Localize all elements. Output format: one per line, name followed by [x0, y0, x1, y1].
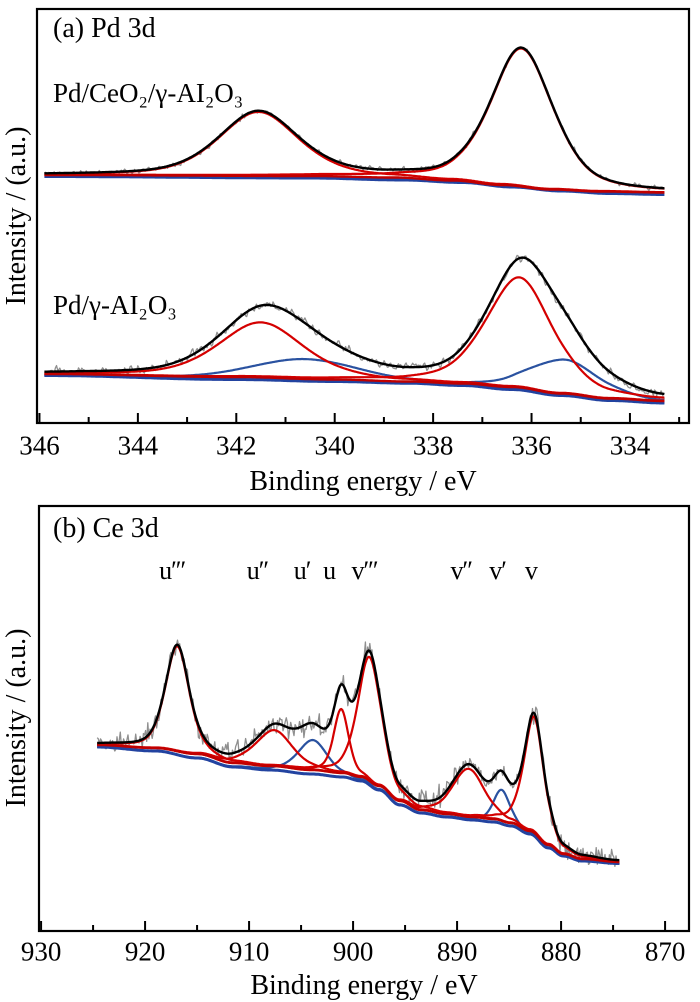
panel-b-xaxis-title: Binding energy / eV — [250, 970, 478, 1001]
peak-label-uppp: u′′′ — [159, 556, 186, 585]
x-tick-label: 880 — [540, 936, 582, 967]
panel-a-trace-1-fit-envelope — [44, 256, 665, 396]
peak-label-upp: u′′ — [246, 556, 269, 585]
panel-b-trace-0-component-blue-6 — [97, 745, 620, 865]
x-tick-label: 900 — [332, 936, 374, 967]
peak-label-up: u′ — [293, 556, 312, 585]
panel-a-trace-1-baseline-blue — [44, 374, 665, 405]
x-tick-label: 346 — [19, 430, 60, 461]
panel-a-xaxis-title: Binding energy / eV — [249, 466, 477, 497]
x-tick-label: 340 — [314, 430, 355, 461]
x-tick-label: 910 — [228, 936, 270, 967]
panel-b-trace-0-baseline-blue — [96, 745, 620, 865]
trace-label-pd-ceo2-al2o3: Pd/CeO₂/γ-AI₂O₃ — [53, 78, 244, 108]
panel-a-yaxis-title: Intensity / (a.u.) — [1, 126, 32, 306]
x-tick-label: 930 — [20, 936, 62, 967]
panel-b-frame — [37, 504, 691, 933]
x-tick-label: 890 — [436, 936, 478, 967]
peak-label-v: v — [524, 556, 538, 585]
panel-a-frame — [35, 7, 691, 425]
peak-label-vp: v′ — [489, 556, 507, 585]
x-tick-label: 338 — [412, 430, 454, 461]
x-tick-label: 344 — [117, 430, 159, 461]
panel-a-trace-1-baseline-red — [44, 372, 665, 403]
panel-a-trace-0-baseline-blue — [44, 175, 665, 196]
x-tick-label: 342 — [216, 430, 257, 461]
peak-label-u: u — [323, 556, 336, 585]
panel-a-trace-0-fit-envelope — [44, 46, 665, 190]
x-tick-label: 336 — [511, 430, 552, 461]
x-tick-label: 870 — [644, 936, 686, 967]
panel-b-trace-0-baseline-red — [97, 743, 620, 864]
panel-a-title: (a) Pd 3d — [53, 13, 156, 44]
panel-b-yaxis-title: Intensity / (a.u.) — [1, 628, 32, 808]
trace-label-pd-al2o3: Pd/γ-AI₂O₃ — [53, 290, 177, 320]
panel-a-trace-0-baseline-red — [44, 173, 665, 194]
x-tick-label: 920 — [124, 936, 166, 967]
peak-label-vppp: v′′′ — [351, 556, 378, 585]
panel-b-trace-0-fit-envelope — [97, 643, 620, 862]
peak-label-vpp: v′′ — [450, 556, 473, 585]
panel-b-title: (b) Ce 3d — [53, 513, 159, 544]
x-tick-label: 334 — [609, 430, 651, 461]
